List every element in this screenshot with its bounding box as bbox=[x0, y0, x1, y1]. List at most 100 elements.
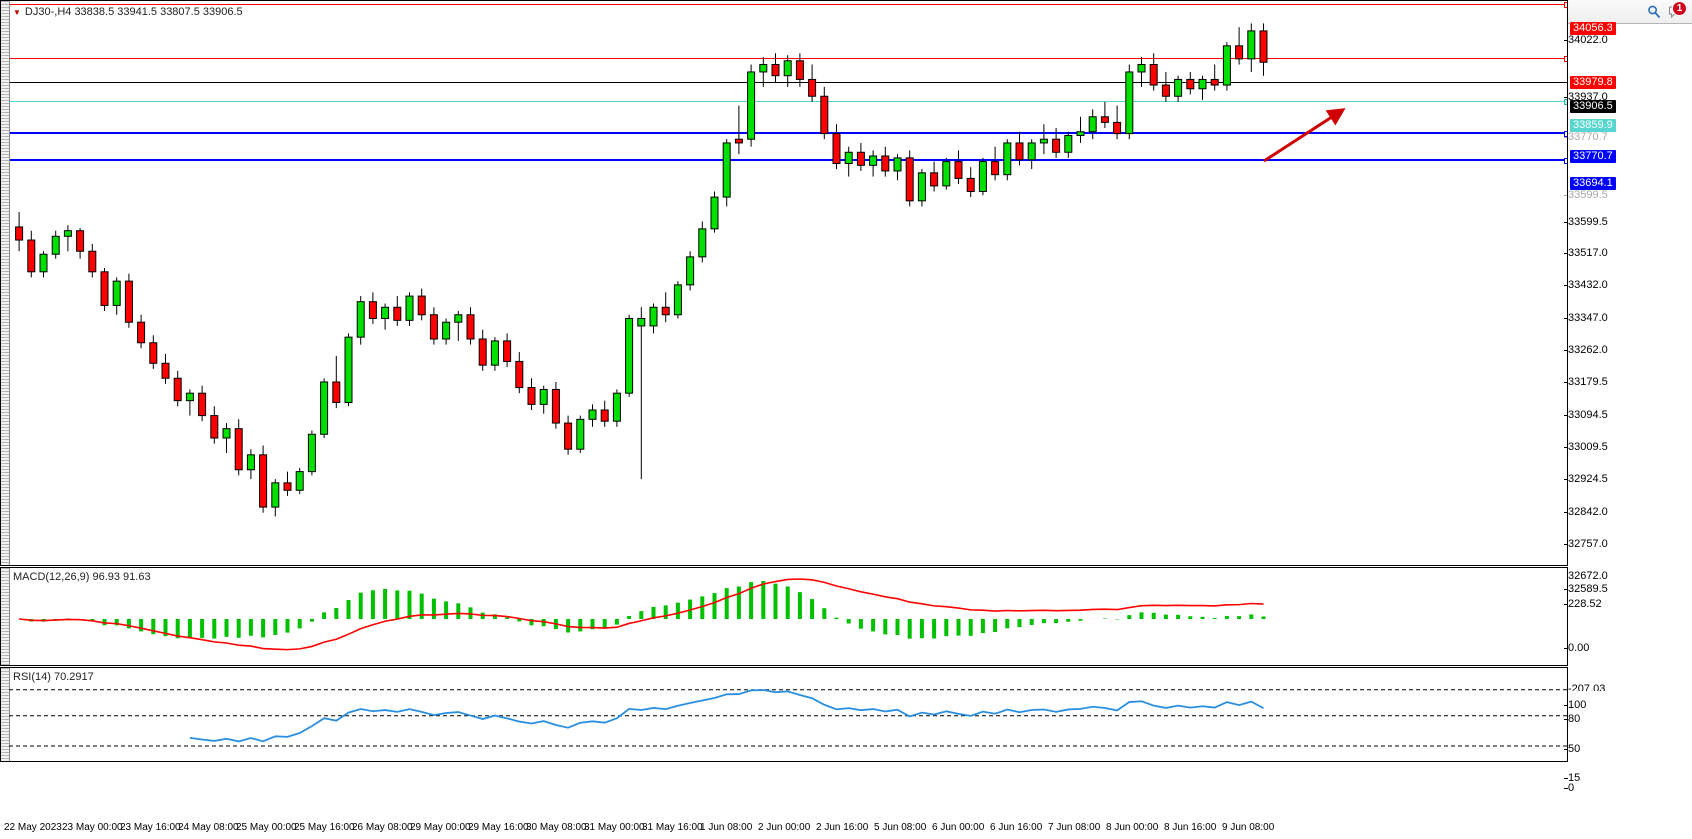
price-chart-pane[interactable]: ▼ DJ30-,H4 33838.5 33941.5 33807.5 33906… bbox=[0, 0, 1568, 566]
candle-body bbox=[100, 271, 109, 306]
time-axis-label: 25 May 16:00 bbox=[294, 822, 355, 833]
candle-body bbox=[625, 317, 634, 394]
up-arrow-annotation[interactable] bbox=[1256, 101, 1376, 181]
level-line-33694[interactable] bbox=[10, 158, 1567, 164]
candle-body bbox=[149, 342, 158, 364]
alerts-button[interactable]: 1 bbox=[1666, 0, 1687, 22]
level-line-33979[interactable] bbox=[10, 56, 1567, 62]
candle-body bbox=[1088, 116, 1097, 133]
macd-pane-scrollbar[interactable] bbox=[1, 568, 10, 665]
candle-body bbox=[1210, 78, 1219, 86]
candle-body bbox=[454, 314, 463, 323]
candle-body bbox=[808, 78, 817, 97]
chart-title: ▼ DJ30-,H4 33838.5 33941.5 33807.5 33906… bbox=[13, 6, 243, 18]
price-tick: 33262.0 bbox=[1564, 344, 1608, 356]
level-handle-33979[interactable] bbox=[1564, 56, 1567, 62]
price-tick: 33179.5 bbox=[1564, 376, 1608, 388]
price-tick: 33009.5 bbox=[1564, 441, 1608, 453]
candle-body bbox=[307, 433, 316, 473]
price-tick: 33517.0 bbox=[1564, 247, 1608, 259]
price-tick: 33599.5 bbox=[1564, 189, 1608, 201]
candle-body bbox=[381, 306, 390, 319]
macd-label: MACD(12,26,9) 96.93 91.63 bbox=[13, 571, 151, 583]
level-line-34056[interactable] bbox=[10, 2, 1567, 8]
candle-body bbox=[356, 301, 365, 338]
candle-body bbox=[76, 230, 85, 252]
time-axis-label: 29 May 00:00 bbox=[410, 822, 471, 833]
candle-body bbox=[710, 196, 719, 230]
time-axis-label: 31 May 16:00 bbox=[642, 822, 703, 833]
candle-body bbox=[905, 157, 914, 202]
candle-body bbox=[747, 71, 756, 140]
candle-body bbox=[344, 336, 353, 404]
candle-body bbox=[442, 321, 451, 340]
candle-body bbox=[673, 284, 682, 316]
candle-body bbox=[551, 388, 560, 424]
candle-body bbox=[246, 454, 255, 471]
price-tick: 34022.0 bbox=[1564, 34, 1608, 46]
rsi-pane[interactable]: RSI(14) 70.2917 bbox=[0, 667, 1568, 762]
price-tick: 32672.0 bbox=[1564, 570, 1608, 582]
candle-body bbox=[844, 151, 853, 164]
chart-collapse-icon[interactable]: ▼ bbox=[13, 7, 21, 17]
macd-pane[interactable]: MACD(12,26,9) 96.93 91.63 bbox=[0, 567, 1568, 666]
candle-body bbox=[856, 151, 865, 166]
macd-scale: 228.52 0.00 -207.03 32589.5 bbox=[1563, 583, 1692, 695]
price-scale[interactable]: 34056.3 34022.0 33979.8 33937.0 33906.5 … bbox=[1564, 22, 1692, 590]
macd-signal-line bbox=[19, 578, 1264, 651]
level-line-33906 bbox=[10, 82, 1567, 83]
price-tick: 33432.0 bbox=[1564, 279, 1608, 291]
candle-body bbox=[795, 60, 804, 80]
search-button[interactable] bbox=[1643, 2, 1665, 22]
candle-body bbox=[698, 228, 707, 258]
candle-body bbox=[1125, 71, 1134, 135]
time-axis-label: 31 May 00:00 bbox=[584, 822, 645, 833]
rsi-pane-inner: RSI(14) 70.2917 bbox=[1, 668, 1567, 761]
candle-body bbox=[637, 317, 646, 327]
candle-body bbox=[295, 471, 304, 491]
candle-body bbox=[515, 360, 524, 389]
level-line-33859[interactable] bbox=[10, 99, 1567, 105]
level-handle-33694[interactable] bbox=[1564, 158, 1567, 164]
level-handle-33770[interactable] bbox=[1564, 131, 1567, 137]
price-tick: 33094.5 bbox=[1564, 409, 1608, 421]
level-line-33770[interactable] bbox=[10, 131, 1567, 137]
candle-body bbox=[893, 157, 902, 172]
price-pane-scrollbar[interactable] bbox=[1, 1, 10, 565]
time-axis-label: 30 May 08:00 bbox=[526, 822, 587, 833]
candle-body bbox=[734, 138, 743, 144]
candle-body bbox=[124, 280, 133, 323]
time-axis-label: 6 Jun 00:00 bbox=[932, 822, 985, 833]
candle-body bbox=[771, 63, 780, 77]
candle-body bbox=[63, 230, 72, 237]
support-lower-tag: 33694.1 bbox=[1570, 177, 1616, 190]
resistance-upper-tag: 34056.3 bbox=[1570, 22, 1616, 35]
rsi-tick: 50 bbox=[1563, 743, 1581, 755]
candle-body bbox=[1003, 142, 1012, 176]
time-axis-label: 6 Jun 16:00 bbox=[990, 822, 1043, 833]
rsi-tick: 100 bbox=[1563, 699, 1587, 711]
candle-body bbox=[222, 428, 231, 439]
level-handle-33859[interactable] bbox=[1564, 99, 1567, 105]
candle-body bbox=[1027, 142, 1036, 161]
alert-count-badge: 1 bbox=[1672, 0, 1687, 16]
candle-body bbox=[527, 387, 536, 405]
candle-body bbox=[1149, 63, 1158, 86]
candle-body bbox=[137, 321, 146, 344]
macd-pane-inner: MACD(12,26,9) 96.93 91.63 bbox=[1, 568, 1567, 665]
time-axis-label: 7 Jun 08:00 bbox=[1048, 822, 1101, 833]
candle-body bbox=[966, 177, 975, 192]
rsi-label: RSI(14) 70.2917 bbox=[13, 671, 94, 683]
price-tick: 32842.0 bbox=[1564, 506, 1608, 518]
candle-body bbox=[173, 377, 182, 402]
candle-body bbox=[271, 482, 280, 508]
candle-body bbox=[1186, 78, 1195, 90]
level-handle-34056[interactable] bbox=[1564, 2, 1567, 8]
rsi-series bbox=[9, 689, 1567, 747]
candle-body bbox=[112, 280, 121, 306]
rsi-pane-scrollbar[interactable] bbox=[1, 668, 10, 761]
macd-tick: 0.00 bbox=[1563, 642, 1590, 654]
candle-body bbox=[783, 60, 792, 77]
candle-body bbox=[1064, 134, 1073, 153]
candle-body bbox=[564, 422, 573, 450]
